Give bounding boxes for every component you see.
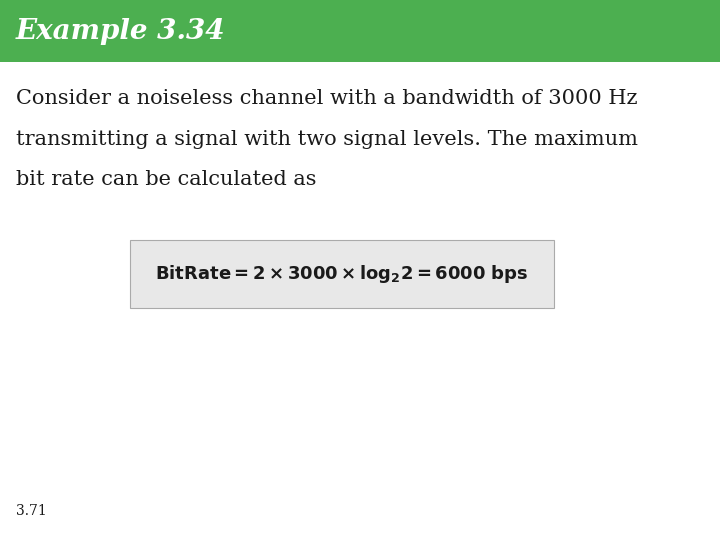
Text: 3.71: 3.71 <box>16 504 47 518</box>
FancyBboxPatch shape <box>0 0 720 62</box>
Text: bit rate can be calculated as: bit rate can be calculated as <box>16 170 316 189</box>
Text: Example 3.34: Example 3.34 <box>16 17 225 45</box>
Text: Consider a noiseless channel with a bandwidth of 3000 Hz: Consider a noiseless channel with a band… <box>16 89 637 108</box>
Text: transmitting a signal with two signal levels. The maximum: transmitting a signal with two signal le… <box>16 130 638 148</box>
FancyBboxPatch shape <box>130 240 554 308</box>
Text: $\mathbf{BitRate = 2 \times 3000 \times log_{\mathbf{2}}2 = 6000\ bps}$: $\mathbf{BitRate = 2 \times 3000 \times … <box>156 263 528 285</box>
